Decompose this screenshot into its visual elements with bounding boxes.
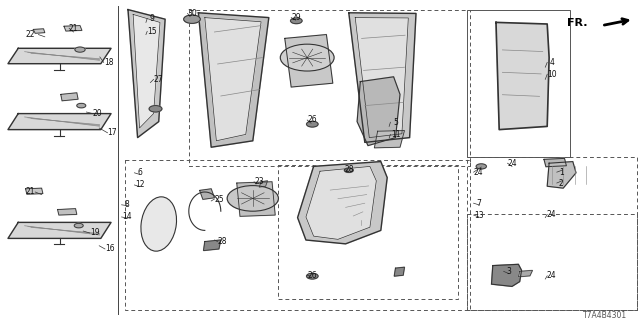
Circle shape xyxy=(149,106,162,112)
Circle shape xyxy=(74,223,83,228)
Circle shape xyxy=(77,103,86,108)
Circle shape xyxy=(75,47,85,52)
Polygon shape xyxy=(298,162,387,244)
Text: 15: 15 xyxy=(147,27,157,36)
Polygon shape xyxy=(349,13,416,142)
Text: 2: 2 xyxy=(559,179,564,188)
Text: 11: 11 xyxy=(391,130,400,139)
Bar xyxy=(467,10,570,157)
Text: 12: 12 xyxy=(135,180,144,189)
Text: 24: 24 xyxy=(474,168,484,177)
Polygon shape xyxy=(133,14,160,128)
Polygon shape xyxy=(61,93,78,101)
Polygon shape xyxy=(306,166,376,239)
Polygon shape xyxy=(374,131,404,148)
Polygon shape xyxy=(58,209,77,215)
Polygon shape xyxy=(237,182,275,216)
Text: 10: 10 xyxy=(547,70,557,79)
Polygon shape xyxy=(355,18,408,138)
Circle shape xyxy=(307,121,318,127)
Text: 24: 24 xyxy=(507,159,517,168)
Polygon shape xyxy=(204,240,221,251)
Polygon shape xyxy=(547,162,576,188)
Polygon shape xyxy=(200,189,214,199)
Polygon shape xyxy=(496,22,549,130)
Text: 29: 29 xyxy=(291,13,301,22)
Text: 26: 26 xyxy=(307,271,317,280)
Polygon shape xyxy=(357,77,400,146)
Text: 24: 24 xyxy=(547,210,557,219)
Text: 7: 7 xyxy=(476,199,481,208)
Text: T7A4B4301: T7A4B4301 xyxy=(583,311,627,320)
Polygon shape xyxy=(492,264,522,286)
Text: 1: 1 xyxy=(559,168,564,177)
Text: 3: 3 xyxy=(506,267,511,276)
Polygon shape xyxy=(8,114,111,130)
Text: 25: 25 xyxy=(214,195,224,204)
Circle shape xyxy=(344,168,353,172)
Text: 13: 13 xyxy=(474,211,484,220)
Text: 28: 28 xyxy=(344,165,353,174)
Text: 23: 23 xyxy=(254,177,264,186)
Text: 27: 27 xyxy=(154,75,164,84)
Text: 21: 21 xyxy=(69,24,78,33)
Text: 19: 19 xyxy=(90,228,100,237)
Text: 6: 6 xyxy=(137,168,142,177)
Polygon shape xyxy=(285,35,333,87)
Polygon shape xyxy=(518,270,532,277)
Circle shape xyxy=(184,15,200,23)
Text: 28: 28 xyxy=(218,237,227,246)
Polygon shape xyxy=(544,158,566,167)
Bar xyxy=(278,165,458,299)
Circle shape xyxy=(476,164,486,169)
Circle shape xyxy=(307,273,318,279)
Circle shape xyxy=(227,186,278,211)
Text: 22: 22 xyxy=(26,30,35,39)
Polygon shape xyxy=(8,48,111,64)
Polygon shape xyxy=(128,10,165,138)
Polygon shape xyxy=(205,18,261,141)
Text: 30: 30 xyxy=(187,9,197,18)
Polygon shape xyxy=(64,26,82,31)
Text: 5: 5 xyxy=(393,118,398,127)
Text: 26: 26 xyxy=(307,116,317,124)
Text: 9: 9 xyxy=(149,14,154,23)
Bar xyxy=(125,160,470,310)
Text: 16: 16 xyxy=(105,244,115,253)
Circle shape xyxy=(280,44,334,71)
Text: 20: 20 xyxy=(92,109,102,118)
Polygon shape xyxy=(394,267,404,276)
Polygon shape xyxy=(33,29,45,33)
Polygon shape xyxy=(8,222,111,238)
Text: 18: 18 xyxy=(104,58,113,67)
Circle shape xyxy=(291,18,302,24)
Text: FR.: FR. xyxy=(567,18,588,28)
Bar xyxy=(467,214,637,310)
Polygon shape xyxy=(26,188,43,194)
Bar xyxy=(467,157,637,310)
Text: 4: 4 xyxy=(549,58,554,67)
Polygon shape xyxy=(198,13,269,147)
Polygon shape xyxy=(259,181,268,187)
Text: 17: 17 xyxy=(107,128,117,137)
Text: 24: 24 xyxy=(547,271,557,280)
Text: 14: 14 xyxy=(122,212,132,221)
Bar xyxy=(189,10,470,166)
Ellipse shape xyxy=(141,197,177,251)
Text: 8: 8 xyxy=(124,200,129,209)
Text: 21: 21 xyxy=(26,188,35,196)
